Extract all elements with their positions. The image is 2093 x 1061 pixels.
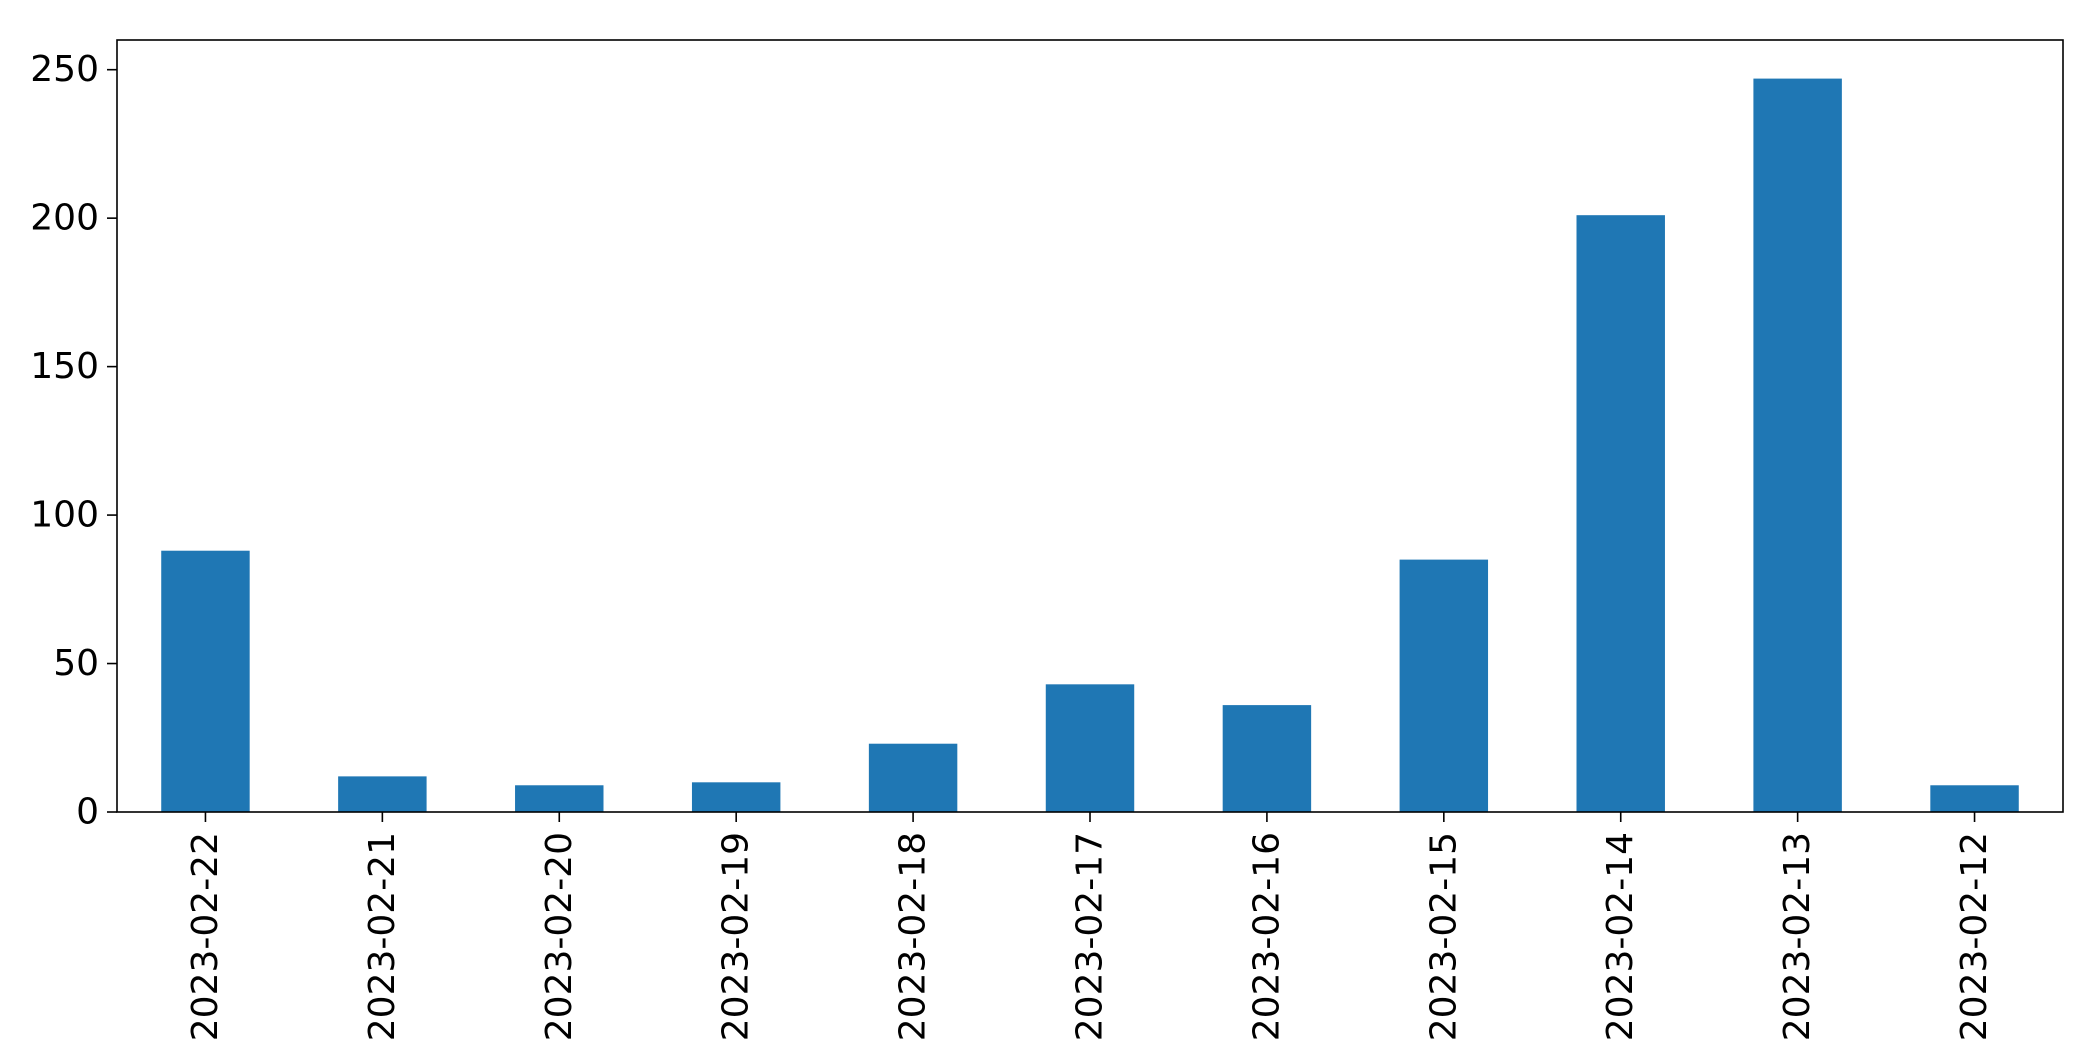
plot-frame xyxy=(116,39,2064,813)
x-tick-label: 2023-02-12 xyxy=(1954,832,1995,1041)
x-tick-label: 2023-02-13 xyxy=(1777,832,1818,1041)
bar-2023-02-12 xyxy=(1930,785,2019,812)
x-tick-label: 2023-02-17 xyxy=(1070,832,1111,1041)
x-tick-label: 2023-02-22 xyxy=(185,832,226,1041)
y-tick-label: 150 xyxy=(30,346,99,387)
bar-2023-02-20 xyxy=(515,785,604,812)
bar-2023-02-13 xyxy=(1753,78,1842,813)
x-tick-label: 2023-02-15 xyxy=(1423,832,1464,1041)
x-tick-label: 2023-02-21 xyxy=(362,832,403,1041)
y-tick-label: 0 xyxy=(76,792,99,833)
y-tick-label: 50 xyxy=(53,643,99,684)
y-tick-label: 100 xyxy=(30,495,99,536)
y-axis: 0 50 100 150 200 250 xyxy=(30,49,117,833)
bar-2023-02-19 xyxy=(691,782,781,812)
x-tick-label: 2023-02-16 xyxy=(1246,832,1287,1041)
bar-2023-02-17 xyxy=(1045,684,1135,812)
bar-2023-02-16 xyxy=(1222,705,1312,812)
bar-2023-02-14 xyxy=(1576,215,1665,812)
y-tick-label: 200 xyxy=(30,198,99,239)
bar-2023-02-21 xyxy=(338,776,427,812)
x-tick-label: 2023-02-14 xyxy=(1600,832,1641,1041)
x-tick-label: 2023-02-20 xyxy=(539,832,580,1041)
y-tick-label: 250 xyxy=(30,49,99,90)
x-tick-label: 2023-02-18 xyxy=(893,832,934,1041)
bars-group xyxy=(161,78,2019,813)
bar-2023-02-22 xyxy=(161,550,250,812)
x-tick-label: 2023-02-19 xyxy=(716,832,757,1041)
x-axis: 2023-02-22 2023-02-21 2023-02-20 2023-02-19… xyxy=(185,812,1995,1041)
bar-2023-02-18 xyxy=(868,743,958,812)
bar-2023-02-15 xyxy=(1399,559,1489,812)
